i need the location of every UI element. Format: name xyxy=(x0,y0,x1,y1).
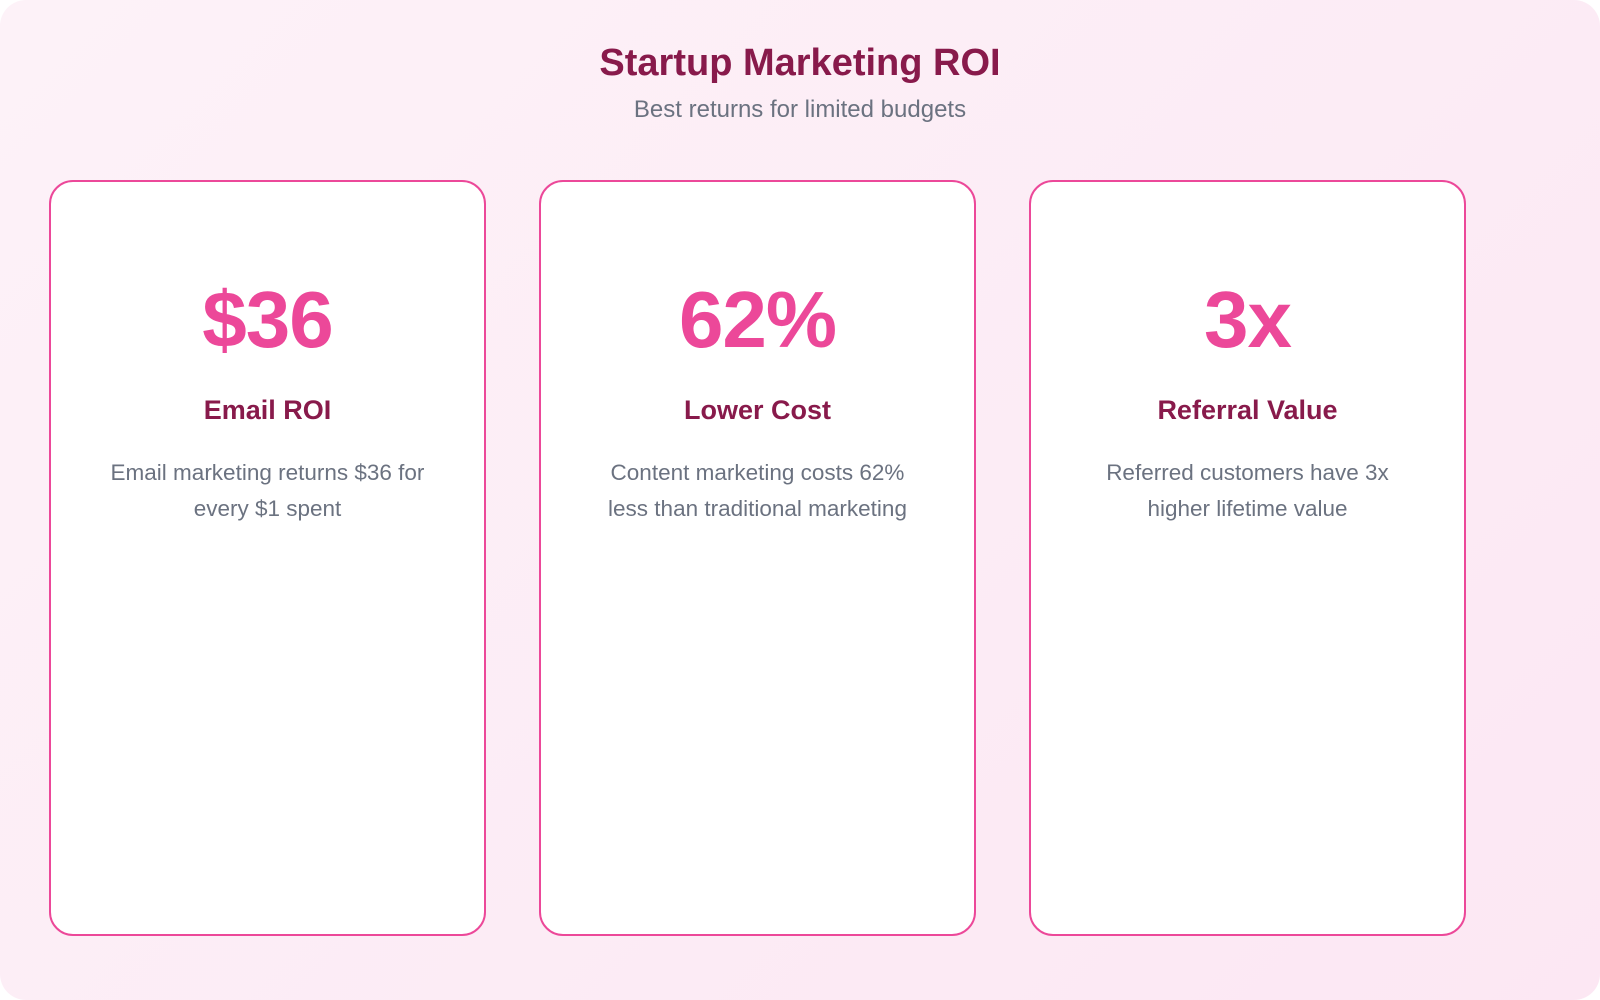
stat-value: $36 xyxy=(202,275,333,364)
stat-label: Email ROI xyxy=(203,395,332,425)
stat-card: $36 Email ROI Email marketing returns $3… xyxy=(49,180,486,936)
stat-description: Content marketing costs 62% less than tr… xyxy=(608,460,907,521)
stat-description: Email marketing returns $36 for every $1… xyxy=(110,460,425,521)
stat-value: 3x xyxy=(1204,275,1292,364)
stat-card: 62% Lower Cost Content marketing costs 6… xyxy=(539,180,976,936)
subtitle: Best returns for limited budgets xyxy=(633,96,967,123)
stat-card: 3x Referral Value Referred customers hav… xyxy=(1029,180,1466,936)
title: Startup Marketing ROI xyxy=(599,42,1001,84)
stat-value: 62% xyxy=(678,275,837,364)
stat-label: Lower Cost xyxy=(683,395,831,425)
stat-label: Referral Value xyxy=(1157,395,1338,425)
stat-description: Referred customers have 3x higher lifeti… xyxy=(1106,460,1389,521)
